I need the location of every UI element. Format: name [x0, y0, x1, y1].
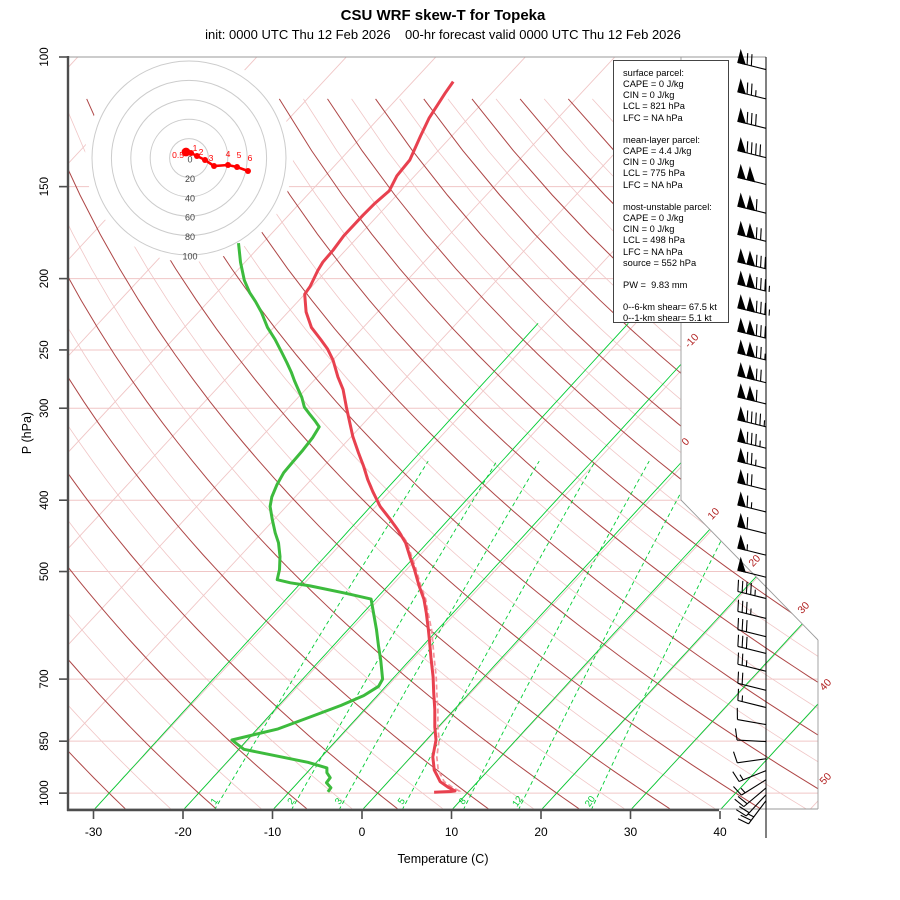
isotherm-edge-label: -10	[682, 331, 701, 350]
hodograph-point	[202, 157, 209, 164]
mixing-ratio-label: 12	[510, 794, 525, 809]
mixing-ratio-label: 2	[285, 796, 297, 807]
hodograph-height-label: 5	[237, 150, 242, 160]
info-line: LCL = 821 hPa	[623, 101, 685, 112]
hodograph-height-label: 1	[193, 143, 198, 153]
info-line: source = 552 hPa	[623, 257, 697, 268]
info-line: 0--1-km shear= 5.1 kt	[623, 313, 712, 324]
info-line: PW = 9.83 mm	[623, 279, 688, 290]
info-line: mean-layer parcel:	[623, 134, 700, 145]
info-line: LFC = NA hPa	[623, 246, 683, 257]
isotherm-edge-label: 50	[817, 770, 834, 787]
dewpoint-curve	[230, 242, 385, 793]
info-line: LFC = NA hPa	[623, 112, 683, 123]
info-line: LCL = 498 hPa	[623, 235, 685, 246]
info-line: LFC = NA hPa	[623, 179, 683, 190]
hodograph-height-label: 4	[226, 149, 231, 159]
hodograph-ring-label: 80	[185, 232, 195, 242]
info-line	[623, 191, 728, 202]
temp-tick-label: 10	[445, 825, 459, 839]
temp-tick-label: -20	[174, 825, 192, 839]
isotherm-edge-label: 40	[817, 676, 834, 693]
pressure-tick-label: 200	[39, 269, 51, 288]
pressure-tick-label: 850	[39, 732, 51, 751]
chart-subtitle: init: 0000 UTC Thu 12 Feb 2026 00-hr for…	[205, 27, 681, 42]
sounding-curves	[230, 80, 462, 794]
wind-barb-column	[732, 48, 771, 838]
info-line: most-unstable parcel:	[623, 201, 712, 212]
hodograph-ring-label: 20	[185, 174, 195, 184]
info-line: surface parcel:	[623, 68, 684, 78]
hodograph-ring-label: 0	[187, 155, 192, 165]
mixing-ratio-label: 5	[396, 796, 408, 807]
parcel-info-box: surface parcel: CAPE = 0 J/kg CIN = 0 J/kg…	[613, 60, 729, 323]
mixing-ratio-label: 3	[333, 796, 345, 807]
hodograph-height-label: 2	[199, 147, 204, 157]
info-line	[623, 124, 728, 135]
isotherm-edge-label: 30	[795, 599, 812, 616]
info-line: CAPE = 4.4 J/kg	[623, 146, 692, 157]
info-line: CIN = 0 J/kg	[623, 90, 675, 101]
hodograph-point	[224, 161, 231, 168]
hodograph-ring-label: 40	[185, 193, 195, 203]
hodograph-point	[234, 164, 241, 171]
pressure-tick-label: 400	[39, 491, 51, 510]
mixing-ratio-label: 1	[209, 796, 221, 807]
temp-tick-label: 20	[534, 825, 548, 839]
hodograph-point	[181, 147, 191, 157]
isotherm-edge-label: 20	[746, 552, 763, 569]
temp-tick-label: 40	[713, 825, 727, 839]
x-axis-label: Temperature (C)	[397, 852, 489, 866]
info-line: LCL = 775 hPa	[623, 168, 685, 179]
info-line	[623, 269, 728, 280]
info-line: CAPE = 0 J/kg	[623, 213, 684, 224]
hodograph-height-label: 6	[248, 153, 253, 163]
mixing-ratio-label: 20	[583, 794, 598, 809]
temp-tick-label: 0	[359, 825, 366, 839]
pressure-tick-label: 500	[39, 562, 51, 581]
temperature-curve	[303, 80, 457, 794]
hodograph-point	[244, 167, 251, 174]
pressure-tick-label: 300	[39, 399, 51, 418]
hodograph-point	[211, 162, 218, 169]
info-line: CAPE = 0 J/kg	[623, 79, 684, 90]
hodograph-height-label: 0.5	[172, 150, 184, 160]
y-axis-label: P (hPa)	[20, 411, 34, 455]
info-line: CIN = 0 J/kg	[623, 224, 675, 235]
pressure-tick-label: 250	[39, 340, 51, 359]
pressure-tick-label: 150	[39, 177, 51, 196]
temp-tick-label: -10	[264, 825, 282, 839]
hodograph-inset: 0 20 40 60 80 100 0.5 1 23 4 5 6	[85, 54, 293, 262]
pressure-tick-label: 1000	[39, 780, 51, 806]
mixing-ratio-label: 8	[457, 796, 469, 807]
temp-tick-label: -30	[85, 825, 103, 839]
info-line	[623, 291, 728, 302]
hodograph-height-label: 3	[209, 153, 214, 163]
pressure-tick-label: 100	[39, 47, 51, 66]
hodograph-ring-label: 100	[182, 252, 197, 262]
temp-tick-label: 30	[624, 825, 638, 839]
info-line: CIN = 0 J/kg	[623, 157, 675, 168]
hodograph-point	[188, 149, 195, 156]
page-title: CSU WRF skew-T for Topeka	[340, 7, 546, 24]
pressure-tick-label: 700	[39, 670, 51, 689]
info-line: 0--6-km shear= 67.5 kt	[623, 302, 717, 313]
hodograph-ring-label: 60	[185, 213, 195, 223]
isotherm-edge-label: 10	[705, 505, 722, 522]
hodograph-point	[193, 152, 200, 159]
